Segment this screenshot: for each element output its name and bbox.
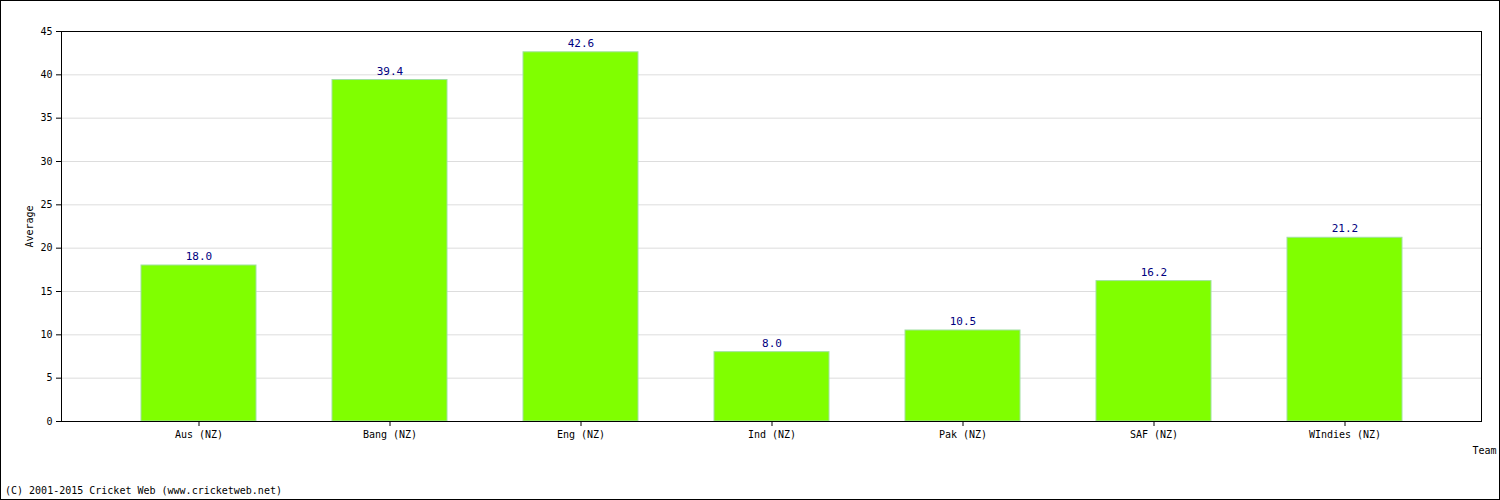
svg-text:39.4: 39.4 xyxy=(377,65,404,78)
svg-text:10: 10 xyxy=(40,329,52,340)
svg-text:40: 40 xyxy=(40,69,52,80)
svg-text:25: 25 xyxy=(40,199,52,210)
svg-text:30: 30 xyxy=(40,156,52,167)
svg-text:Pak (NZ): Pak (NZ) xyxy=(939,429,987,440)
svg-text:SAF (NZ): SAF (NZ) xyxy=(1130,429,1178,440)
svg-text:35: 35 xyxy=(40,112,52,123)
html-text:(C) 2001-2015 Cricket Web (www: (C) 2001-2015 Cricket Web (www.cricketwe… xyxy=(5,485,282,496)
svg-text:WIndies (NZ): WIndies (NZ) xyxy=(1309,429,1381,440)
svg-text:20: 20 xyxy=(40,242,52,253)
svg-text:10.5: 10.5 xyxy=(950,315,977,328)
svg-text:42.6: 42.6 xyxy=(568,37,595,50)
svg-text:15: 15 xyxy=(40,286,52,297)
svg-text:Team: Team xyxy=(1472,445,1496,456)
svg-text:21.2: 21.2 xyxy=(1332,222,1359,235)
svg-text:8.0: 8.0 xyxy=(762,337,782,350)
svg-text:Eng (NZ): Eng (NZ) xyxy=(557,429,605,440)
svg-text:Aus (NZ): Aus (NZ) xyxy=(175,429,223,440)
svg-text:Bang (NZ): Bang (NZ) xyxy=(363,429,417,440)
svg-text:45: 45 xyxy=(40,26,52,37)
svg-text:0: 0 xyxy=(46,416,52,427)
svg-text:16.2: 16.2 xyxy=(1141,266,1168,279)
svg-text:18.0: 18.0 xyxy=(186,250,213,263)
svg-text:Average: Average xyxy=(24,205,35,247)
svg-text:Ind (NZ): Ind (NZ) xyxy=(748,429,796,440)
svg-text:5: 5 xyxy=(46,372,52,383)
